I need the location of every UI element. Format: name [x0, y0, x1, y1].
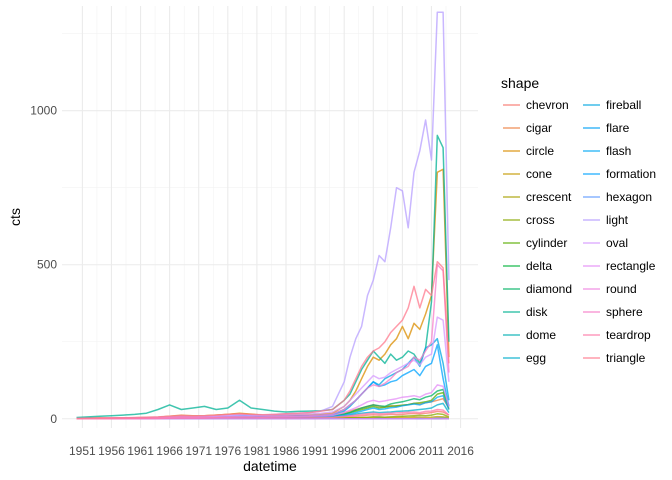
legend-label: light — [606, 213, 629, 227]
legend-item-triangle: triangle — [583, 351, 646, 365]
legend-item-sphere: sphere — [583, 305, 643, 319]
legend-item-chevron: chevron — [503, 98, 569, 112]
legend-label: cross — [526, 213, 555, 227]
y-tick-label: 500 — [37, 258, 57, 272]
legend-item-hexagon: hexagon — [583, 190, 652, 204]
legend-item-cross: cross — [503, 213, 555, 227]
x-tick-label: 1986 — [273, 444, 300, 458]
plot-panel — [62, 6, 478, 428]
x-axis-title: datetime — [243, 458, 297, 474]
x-tick-label: 2006 — [389, 444, 416, 458]
legend-label: egg — [526, 351, 546, 365]
x-tick-label: 2011 — [419, 444, 445, 458]
legend: shape chevron cigar circle cone crescent cros… — [501, 75, 656, 365]
legend-label: rectangle — [606, 259, 656, 273]
legend-item-light: light — [583, 213, 629, 227]
legend-label: flash — [606, 144, 631, 158]
legend-label: fireball — [606, 98, 641, 112]
legend-label: cigar — [526, 121, 552, 135]
legend-label: circle — [526, 144, 554, 158]
legend-title: shape — [501, 75, 539, 91]
x-tick-label: 2016 — [447, 444, 474, 458]
x-tick-label: 1996 — [331, 444, 358, 458]
legend-item-flare: flare — [583, 121, 630, 135]
legend-label: oval — [606, 236, 628, 250]
series-line-triangle — [76, 260, 450, 420]
legend-item-cylinder: cylinder — [503, 236, 567, 250]
legend-item-egg: egg — [503, 351, 546, 365]
legend-item-formation: formation — [583, 167, 656, 181]
legend-label: diamond — [526, 282, 572, 296]
legend-item-teardrop: teardrop — [583, 328, 651, 342]
y-axis-title: cts — [7, 208, 23, 226]
legend-label: hexagon — [606, 190, 652, 204]
legend-label: cone — [526, 167, 552, 181]
x-tick-labels: 1951 1956 1961 1966 1971 1976 1981 1986 1991 1996… — [69, 444, 474, 458]
legend-label: formation — [606, 167, 656, 181]
legend-item-dome: dome — [503, 328, 556, 342]
legend-label: chevron — [526, 98, 569, 112]
legend-label: delta — [526, 259, 552, 273]
x-tick-label: 1981 — [244, 444, 271, 458]
x-tick-label: 1971 — [185, 444, 212, 458]
legend-item-delta: delta — [503, 259, 552, 273]
x-tick-label: 1956 — [98, 444, 125, 458]
legend-label: teardrop — [606, 328, 651, 342]
x-tick-label: 2001 — [360, 444, 387, 458]
legend-label: dome — [526, 328, 556, 342]
legend-item-cigar: cigar — [503, 121, 552, 135]
legend-item-oval: oval — [583, 236, 628, 250]
legend-label: cylinder — [526, 236, 567, 250]
legend-label: round — [606, 282, 637, 296]
legend-item-crescent: crescent — [503, 190, 572, 204]
series-line-disk — [76, 134, 450, 419]
legend-label: crescent — [526, 190, 572, 204]
series-line-teardrop — [76, 408, 450, 420]
x-tick-label: 1951 — [69, 444, 96, 458]
legend-item-round: round — [583, 282, 637, 296]
series-lines — [76, 11, 450, 420]
legend-label: flare — [606, 121, 630, 135]
x-tick-label: 1961 — [127, 444, 154, 458]
legend-item-flash: flash — [583, 144, 631, 158]
y-tick-label: 1000 — [30, 104, 57, 118]
legend-label: triangle — [606, 351, 646, 365]
legend-label: sphere — [606, 305, 643, 319]
legend-item-diamond: diamond — [503, 282, 572, 296]
legend-item-rectangle: rectangle — [583, 259, 656, 273]
x-tick-label: 1966 — [156, 444, 183, 458]
y-tick-labels: 0 500 1000 — [30, 104, 57, 426]
legend-items: chevron cigar circle cone crescent cross cylin… — [503, 98, 656, 365]
legend-item-disk: disk — [503, 305, 548, 319]
x-tick-label: 1976 — [214, 444, 241, 458]
legend-item-fireball: fireball — [583, 98, 641, 112]
legend-item-circle: circle — [503, 144, 554, 158]
y-tick-label: 0 — [50, 412, 57, 426]
legend-item-cone: cone — [503, 167, 552, 181]
legend-label: disk — [526, 305, 548, 319]
x-tick-label: 1991 — [302, 444, 329, 458]
